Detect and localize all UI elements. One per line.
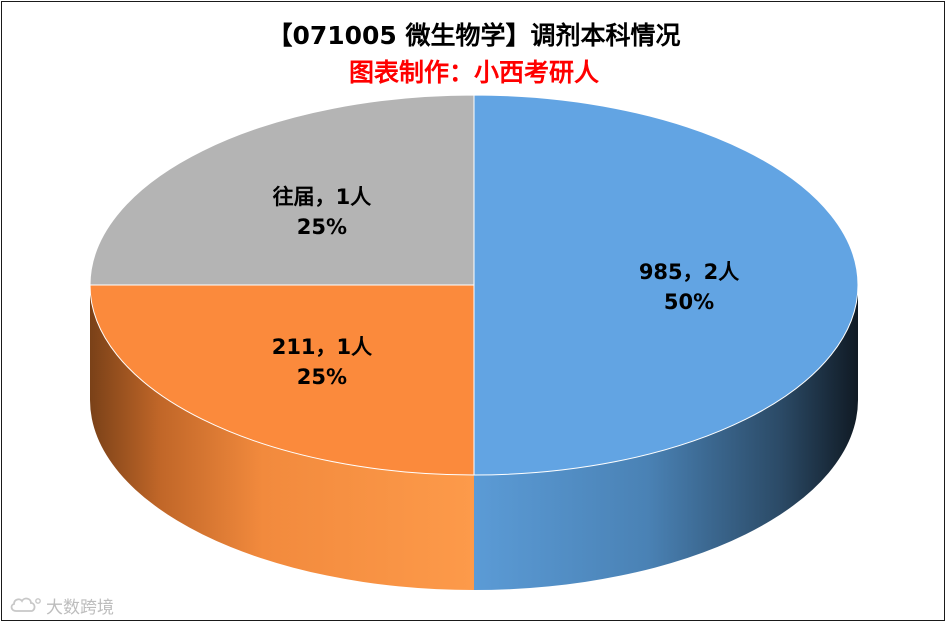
pie-side-walls xyxy=(90,285,858,590)
pie-label-1: 211，1人 xyxy=(272,335,372,359)
pie-percent-1: 25% xyxy=(297,365,347,389)
cloud-logo-icon xyxy=(10,597,41,612)
pie-labels: 985，2人 50% 211，1人 25% 往届，1人 25% xyxy=(272,185,740,389)
pie-percent-0: 50% xyxy=(664,290,714,314)
pie-top-faces xyxy=(89,94,859,476)
pie-label-0: 985，2人 xyxy=(639,260,739,284)
pie-side-1 xyxy=(90,285,474,590)
pie-side-0 xyxy=(474,285,858,590)
watermark: 大数跨境 xyxy=(8,594,114,618)
pie-slice-2 xyxy=(89,94,475,286)
watermark-text: 大数跨境 xyxy=(46,597,114,618)
pie-slice-0 xyxy=(473,94,859,476)
pie-label-2: 往届，1人 xyxy=(273,185,372,209)
chart-subtitle: 图表制作：小西考研人 xyxy=(348,58,599,87)
pie-slice-1 xyxy=(89,284,475,476)
chart-title: 【071005 微生物学】调剂本科情况 xyxy=(267,21,681,50)
pie-percent-2: 25% xyxy=(297,215,347,239)
